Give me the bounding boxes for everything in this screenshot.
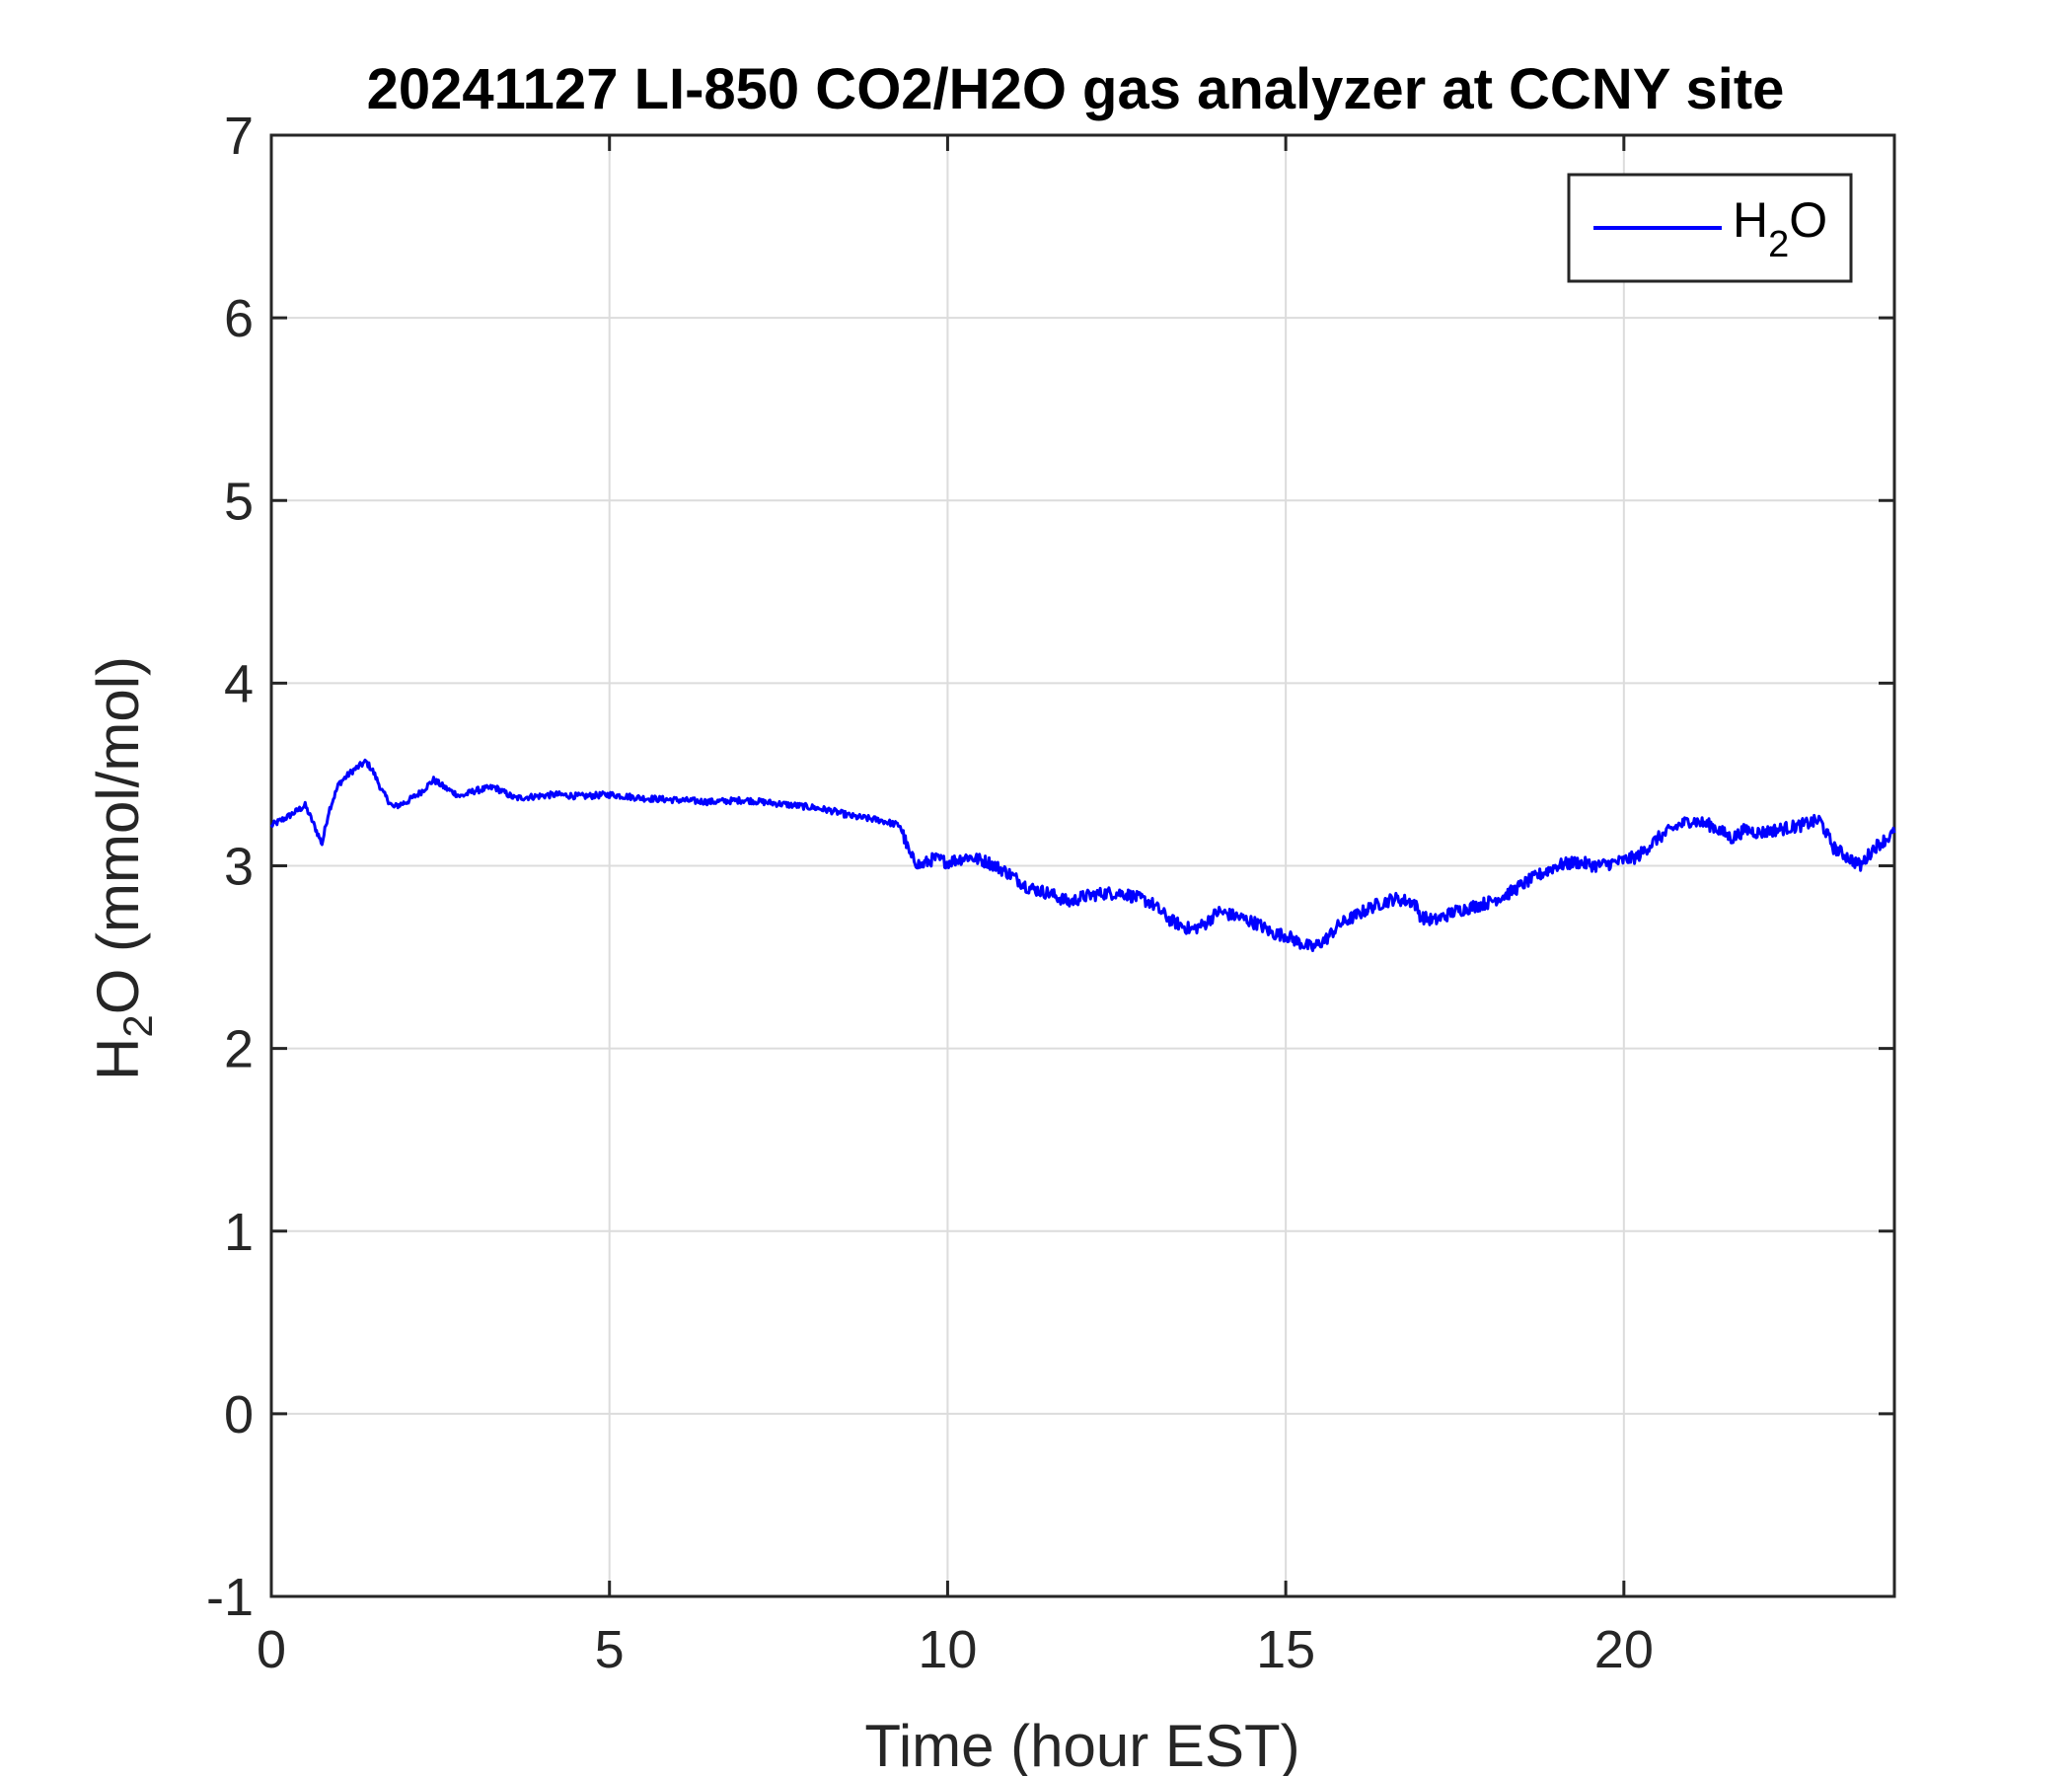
legend-label-base: H [1733,192,1768,248]
y-tick-label: 2 [224,1020,254,1079]
chart-title: 20241127 LI-850 CO2/H2O gas analyzer at … [367,57,1785,121]
y-tick-label: 7 [224,107,254,166]
y-tick-label: -1 [206,1568,254,1627]
legend-label-sub: 2 [1768,224,1789,265]
x-tick-label: 5 [595,1620,625,1679]
x-tick-label: 0 [257,1620,286,1679]
grid [270,135,1894,1596]
x-axis-label: Time (hour EST) [864,1713,1299,1776]
legend-label-rest: O [1789,192,1827,248]
series-line-h2o [269,758,1896,952]
y-tick-label: 3 [224,838,254,897]
y-tick-label: 6 [224,289,254,348]
x-tick-label: 15 [1256,1620,1315,1679]
legend: H2O [1567,173,1853,283]
x-tick-label: 20 [1594,1620,1654,1679]
y-tick-label: 5 [224,472,254,531]
x-tick-label: 10 [918,1620,977,1679]
y-tick-label: 4 [224,654,254,713]
series [269,758,1896,952]
legend-label: H2O [1733,192,1827,265]
y-tick-label: 0 [224,1385,254,1444]
y-axis-label-sub: 2 [114,1014,161,1037]
y-axis-label: H2O (mmol/mol) [85,656,161,1080]
y-tick-label: 1 [224,1203,254,1262]
y-axis-label-group: H2O (mmol/mol) [85,656,161,1080]
y-axis-label-base: H [85,1038,151,1080]
y-axis-label-rest: O (mmol/mol) [85,656,151,1014]
